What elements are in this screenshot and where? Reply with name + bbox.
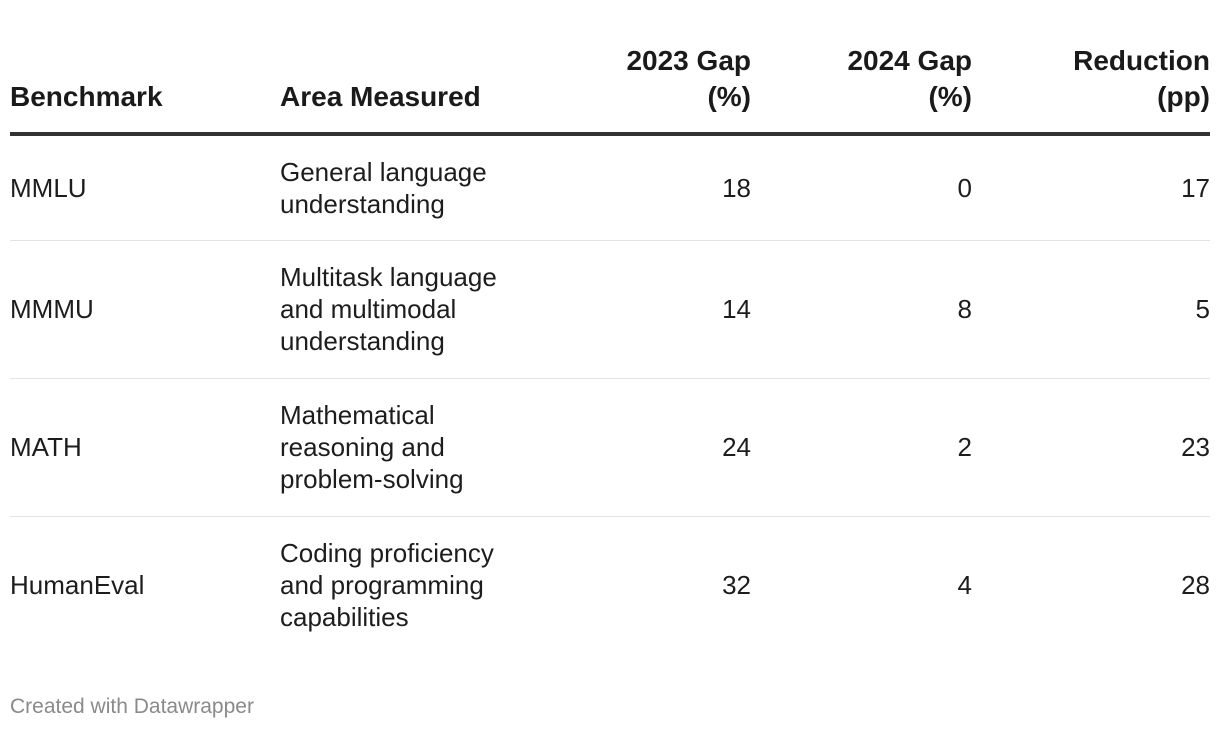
header-area-measured[interactable]: Area Measured [280,0,540,136]
cell-2024-gap: 4 [957,570,972,601]
header-2023-gap[interactable]: 2023 Gap (%) [540,0,751,136]
header-reduction-line1: Reduction [1073,45,1210,76]
header-reduction[interactable]: Reduction (pp) [972,0,1210,136]
header-2023-gap-line1: 2023 Gap [626,45,751,76]
table-row: MMMU Multitask language and multimodal u… [10,240,1210,379]
table-body: MMLU General language understanding 18 0… [10,134,1210,654]
header-reduction-line2: (pp) [1157,81,1210,112]
header-2023-gap-line2: (%) [707,81,751,112]
cell-benchmark: MATH [10,378,280,517]
cell-reduction: 17 [972,134,1210,241]
cell-area-measured: Mathematical reasoning and problem-solvi… [280,378,540,517]
header-row: Benchmark Area Measured 2023 Gap (%) 202… [10,0,1210,136]
header-2024-gap[interactable]: 2024 Gap (%) [751,0,972,136]
datawrapper-credit[interactable]: Created with Datawrapper [10,695,254,718]
cell-benchmark: MMMU [10,240,280,379]
table-header: Benchmark Area Measured 2023 Gap (%) 202… [10,0,1210,136]
cell-reduction: 28 [1181,570,1210,601]
header-benchmark[interactable]: Benchmark [10,0,280,136]
table-row: MMLU General language understanding 18 0… [10,134,1210,241]
header-2024-gap-line2: (%) [928,81,972,112]
table-row: MATH Mathematical reasoning and problem-… [10,378,1210,517]
cell-2023-gap: 24 [540,378,751,517]
cell-2024-gap: 0 [751,134,972,241]
cell-reduction: 5 [972,240,1210,379]
benchmark-table: Benchmark Area Measured 2023 Gap (%) 202… [10,0,1210,654]
cell-2024-gap: 8 [751,240,972,379]
data-table-container: Benchmark Area Measured 2023 Gap (%) 202… [10,0,1210,654]
cell-benchmark: HumanEval [10,570,145,601]
cell-2023-gap: 18 [540,134,751,241]
cell-2023-gap: 14 [540,240,751,379]
cell-reduction: 23 [972,378,1210,517]
table-row: HumanEval Coding proficiency and program… [10,516,1210,654]
header-2024-gap-line1: 2024 Gap [847,45,972,76]
cell-area-measured: General language understanding [280,134,540,241]
cell-2024-gap: 2 [751,378,972,517]
cell-2023-gap: 32 [722,570,751,601]
cell-area-measured: Multitask language and multimodal unders… [280,240,540,379]
cell-area-measured: Coding proficiency and programming capab… [280,538,494,633]
cell-benchmark: MMLU [10,134,280,241]
